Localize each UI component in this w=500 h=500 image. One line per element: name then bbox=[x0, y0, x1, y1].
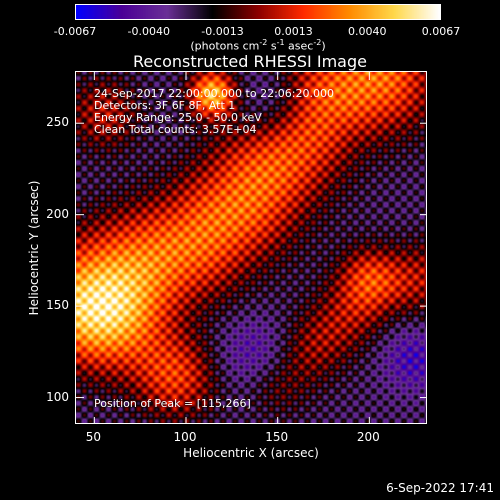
x-tick-label: 50 bbox=[85, 430, 101, 444]
plot-area: 24-Sep-2017 22:00:00.000 to 22:06:20.000… bbox=[75, 71, 427, 424]
annotation-energy-range: Energy Range: 25.0 - 50.0 keV bbox=[94, 111, 262, 124]
annotation-time-range: 24-Sep-2017 22:00:00.000 to 22:06:20.000 bbox=[94, 87, 334, 100]
x-tick-label: 200 bbox=[356, 430, 380, 444]
timestamp: 6-Sep-2022 17:41 bbox=[386, 481, 494, 495]
y-tick-label: 200 bbox=[46, 206, 69, 221]
peak-position-label: Position of Peak = [115,266] bbox=[94, 397, 251, 410]
x-tick-label: 100 bbox=[173, 430, 197, 444]
colorbar-tick-label: -0.0067 bbox=[53, 25, 97, 38]
colorbar-tick-label: -0.0013 bbox=[201, 25, 244, 38]
chart-title: Reconstructed RHESSI Image bbox=[133, 52, 367, 71]
y-tick-label: 150 bbox=[46, 298, 69, 313]
x-axis-label: Heliocentric X (arcsec) bbox=[183, 446, 319, 460]
annotation-detectors: Detectors: 3F 6F 8F, Att 1 bbox=[94, 99, 236, 112]
y-axis-label: Heliocentric Y (arcsec) bbox=[27, 180, 41, 316]
y-tick-label: 100 bbox=[46, 389, 69, 404]
colorbar bbox=[75, 4, 441, 20]
y-tick-label: 250 bbox=[46, 115, 69, 130]
colorbar-tick-label: 0.0040 bbox=[348, 25, 387, 38]
colorbar-tick-label: 0.0013 bbox=[274, 25, 313, 38]
heatmap-image bbox=[76, 72, 426, 423]
colorbar-tick-label: 0.0067 bbox=[421, 25, 461, 38]
colorbar-tick-label: -0.0040 bbox=[127, 25, 170, 38]
annotation-total-counts: Clean Total counts: 3.57E+04 bbox=[94, 123, 257, 136]
axis-ticks bbox=[76, 72, 426, 423]
x-tick-label: 150 bbox=[265, 430, 289, 444]
colorbar-unit-label: (photons cm-2 s-1 asec-2) bbox=[190, 38, 326, 53]
